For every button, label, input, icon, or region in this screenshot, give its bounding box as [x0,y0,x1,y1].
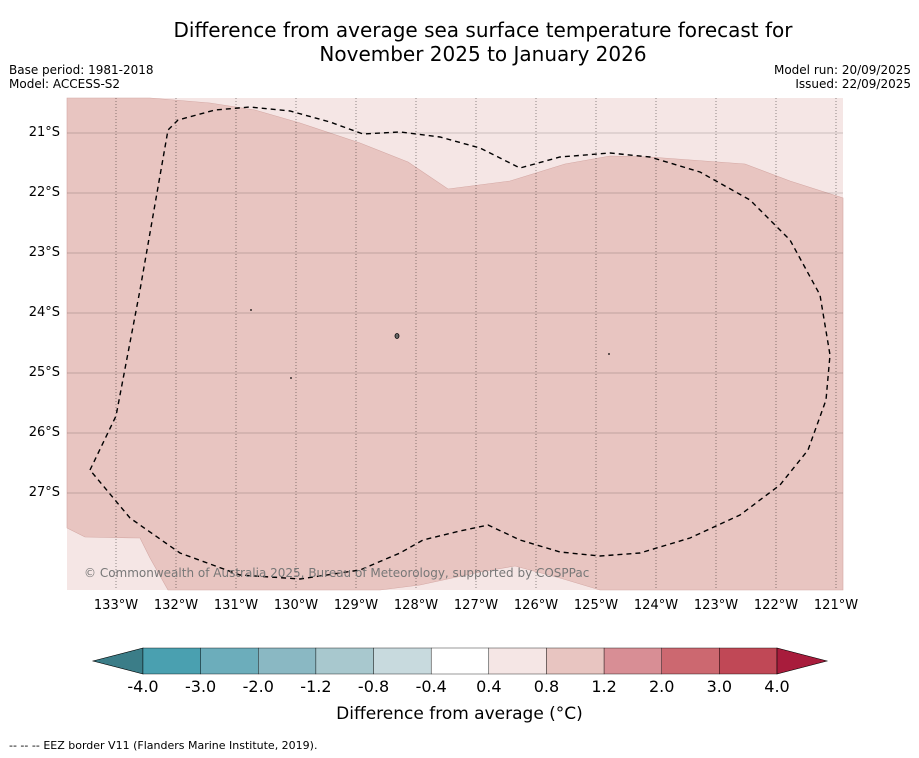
base-period: Base period: 1981-2018 [9,63,154,77]
eez-legend-text: EEZ border V11 (Flanders Marine Institut… [43,739,318,752]
page-title: Difference from average sea surface temp… [0,18,919,66]
colorbar-tick-label: -1.2 [300,677,332,696]
longitude-label: 130°W [273,598,319,613]
colorbar-tick-label: 4.0 [764,677,790,696]
longitude-label: 121°W [813,598,859,613]
title-line-1: Difference from average sea surface temp… [173,18,793,42]
longitude-gridlines [115,98,837,590]
eez-legend-marker: -- -- -- [9,739,40,752]
longitude-label: 133°W [93,598,139,613]
colorbar-segment [719,647,778,675]
colorbar-tick-label: 2.0 [648,677,675,696]
anomaly-region-0-8-1-2 [66,97,844,591]
colorbar-segment [200,647,259,675]
colorbar-segment [603,647,662,675]
longitude-label: 123°W [693,598,739,613]
colorbar-title: Difference from average (°C) [336,704,583,724]
longitude-label: 128°W [393,598,439,613]
colorbar-extend-low [91,647,144,675]
meta-left: Base period: 1981-2018 Model: ACCESS-S2 [9,63,154,91]
eez-legend: -- -- -- EEZ border V11 (Flanders Marine… [9,739,317,752]
colorbar-segment [373,647,432,675]
eez-border [89,106,831,580]
colorbar-tick-label: -0.8 [357,677,390,696]
latitude-label: 22°S [28,185,60,200]
latitude-label: 23°S [28,245,60,260]
colorbar-segment [661,647,720,675]
colorbar-segment [142,647,201,675]
colorbar-tick-label: 1.2 [591,677,617,696]
colorbar-tick-label: 0.4 [476,677,502,696]
model-run: Model run: 20/09/2025 [773,63,911,77]
latitude-label: 25°S [28,365,60,380]
colorbar-tick-label: -0.4 [415,677,447,696]
latitude-label: 27°S [28,485,60,500]
island-marker [250,309,252,311]
colorbar [91,647,829,675]
longitude-label: 129°W [333,598,379,613]
meta-right: Model run: 20/09/2025 Issued: 22/09/2025 [774,63,911,91]
longitude-label: 127°W [453,598,499,613]
longitude-label: 122°W [753,598,799,613]
colorbar-tick-label: -2.0 [242,677,274,696]
colorbar-tick-label: 3.0 [706,677,733,696]
latitude-label: 21°S [28,125,60,140]
colorbar-segment [546,647,605,675]
latitude-label: 26°S [28,425,60,440]
colorbar-segment [430,647,490,675]
longitude-label: 124°W [633,598,679,613]
title-line-2: November 2025 to January 2026 [319,42,647,66]
model-name: Model: ACCESS-S2 [9,77,121,91]
colorbar-segment [315,647,374,675]
colorbar-tick-label: 0.8 [533,677,560,696]
latitude-label: 24°S [28,305,60,320]
island-marker [608,353,610,355]
island-marker [290,377,292,379]
copyright-notice: © Commonwealth of Australia 2025, Bureau… [84,566,589,580]
colorbar-tick-label: -3.0 [185,677,217,696]
colorbar-extend-high [776,647,829,675]
island-marker [394,333,400,339]
longitude-label: 132°W [153,598,199,613]
longitude-label: 126°W [513,598,559,613]
latitude-gridlines [67,132,843,494]
longitude-label: 125°W [573,598,619,613]
colorbar-tick-label: -4.0 [127,677,159,696]
longitude-label: 131°W [213,598,259,613]
colorbar-segment [488,647,547,675]
issued-date: Issued: 22/09/2025 [795,77,911,91]
colorbar-segment [258,647,317,675]
